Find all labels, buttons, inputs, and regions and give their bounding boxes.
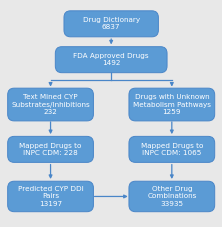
FancyBboxPatch shape	[55, 47, 167, 73]
Text: Mapped Drugs to
INPC CDM: 1065: Mapped Drugs to INPC CDM: 1065	[141, 143, 203, 156]
Text: FDA Approved Drugs
1492: FDA Approved Drugs 1492	[73, 53, 149, 66]
FancyBboxPatch shape	[8, 136, 93, 162]
Text: Drug Dictionary
6837: Drug Dictionary 6837	[83, 17, 140, 30]
FancyBboxPatch shape	[8, 181, 93, 212]
Text: Predicted CYP DDI
Pairs
13197: Predicted CYP DDI Pairs 13197	[18, 186, 83, 207]
Text: Text Mined CYP
Substrates/Inhibitions
232: Text Mined CYP Substrates/Inhibitions 23…	[11, 94, 90, 115]
Text: Drugs with Unknown
Metabolism Pathways
1259: Drugs with Unknown Metabolism Pathways 1…	[133, 94, 211, 115]
FancyBboxPatch shape	[64, 11, 158, 37]
FancyBboxPatch shape	[129, 88, 215, 121]
Text: Mapped Drugs to
INPC CDM: 228: Mapped Drugs to INPC CDM: 228	[19, 143, 82, 156]
FancyBboxPatch shape	[129, 136, 215, 162]
FancyBboxPatch shape	[8, 88, 93, 121]
FancyBboxPatch shape	[129, 181, 215, 212]
Text: Other Drug
Combinations
33935: Other Drug Combinations 33935	[147, 186, 196, 207]
